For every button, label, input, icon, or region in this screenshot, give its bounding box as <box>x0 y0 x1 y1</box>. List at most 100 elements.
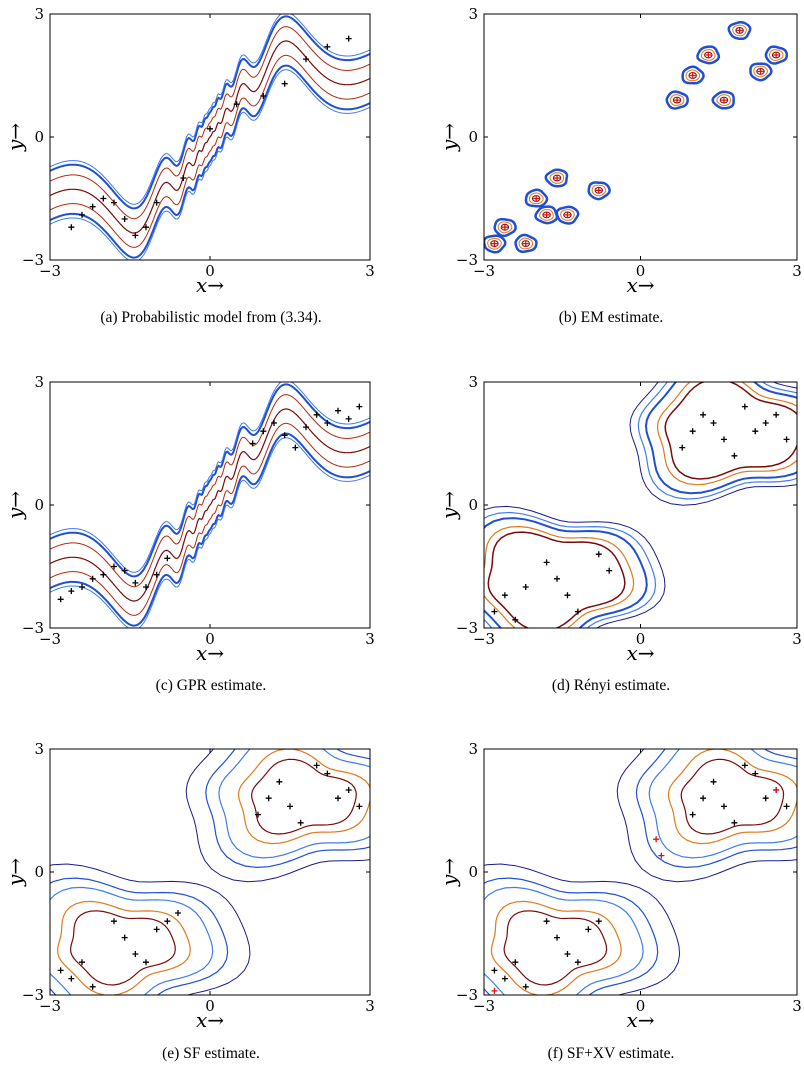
sample-point <box>100 571 107 578</box>
contour-ring <box>719 96 729 104</box>
sample-point <box>773 411 780 418</box>
y-tick-label: 0 <box>468 863 478 881</box>
contour-line <box>50 14 370 205</box>
contour-line <box>656 382 797 486</box>
contour-line <box>218 749 370 859</box>
sample-point <box>574 608 581 615</box>
x-tick-label: 0 <box>636 630 646 648</box>
sample-point <box>111 563 117 570</box>
center-point <box>773 52 780 58</box>
sample-point <box>89 203 96 210</box>
y-tick-label: −3 <box>22 986 44 1004</box>
sample-point-red <box>658 852 665 859</box>
sample-point <box>143 959 149 966</box>
contour-ring <box>727 21 752 41</box>
sample-point <box>689 428 696 435</box>
contour-line <box>50 26 370 220</box>
axes-frame <box>49 748 371 996</box>
sample-point <box>79 211 85 218</box>
caption-a: (a) Probabilistic model from (3.34). <box>100 309 322 326</box>
x-tick-label: 0 <box>205 997 215 1015</box>
contour-ring <box>749 62 773 82</box>
sample-point <box>543 559 550 566</box>
contour-ring <box>685 69 701 82</box>
contour-line <box>50 877 229 995</box>
sample-point <box>57 596 64 603</box>
contour-ring <box>732 24 747 37</box>
contour-line <box>680 758 785 835</box>
x-tick-label: −3 <box>473 262 495 280</box>
sample-point <box>276 778 283 785</box>
center-point <box>720 97 727 104</box>
contour-line <box>56 900 191 995</box>
sample-point <box>313 762 320 769</box>
sample-point <box>233 101 240 108</box>
contour-ring <box>532 195 541 202</box>
contour-line <box>50 863 251 995</box>
sample-point <box>164 555 171 562</box>
x-tick-label: 3 <box>365 630 375 648</box>
sample-point <box>783 803 790 810</box>
x-axis-label: x→ <box>196 1008 224 1032</box>
center-point <box>674 97 681 104</box>
y-tick-label: −3 <box>456 986 478 1004</box>
sample-point <box>731 452 738 459</box>
sample-point <box>303 56 309 63</box>
contour-line <box>50 432 370 627</box>
sample-point <box>356 403 363 410</box>
sample-point <box>164 918 171 925</box>
sample-point <box>121 216 128 222</box>
y-tick-label: −3 <box>22 619 44 637</box>
contour-line <box>250 758 357 835</box>
contour-ring <box>768 49 784 61</box>
sample-point <box>207 125 213 132</box>
contour-ring <box>555 205 580 225</box>
contour-ring <box>549 172 565 184</box>
sample-point <box>132 579 139 586</box>
contour-line <box>50 886 214 995</box>
sample-point <box>292 444 299 451</box>
y-axis-label: y→ <box>437 491 461 520</box>
x-tick-label: 3 <box>365 262 375 280</box>
contour-ring <box>500 223 509 231</box>
x-tick-label: 0 <box>205 262 215 280</box>
sample-point <box>720 436 727 443</box>
contour-line <box>185 749 370 883</box>
contour-line <box>484 863 681 995</box>
contour-ring <box>490 240 499 247</box>
sample-point <box>313 411 320 418</box>
contour-ring <box>735 27 744 34</box>
sample-point <box>260 93 267 99</box>
contour-ring <box>594 186 603 194</box>
sample-point <box>132 951 139 957</box>
contour-ring <box>756 68 765 75</box>
center-point <box>595 187 602 194</box>
caption-d: (d) Rényi estimate. <box>551 677 671 694</box>
sample-point <box>89 575 96 582</box>
x-tick-label: 3 <box>792 630 802 648</box>
sample-point <box>752 428 759 435</box>
contour-line <box>50 69 370 260</box>
contour-ring <box>487 237 502 250</box>
sample-point <box>143 224 149 231</box>
panel-e: −3 0 3 −3 0 3 x→ y→ <box>3 740 375 1032</box>
contour-ring <box>521 240 530 247</box>
y-tick-label: −3 <box>22 251 44 269</box>
sample-point <box>324 420 331 426</box>
sample-point <box>121 934 128 941</box>
plot-area-a <box>50 14 370 260</box>
center-point <box>736 27 743 34</box>
x-tick-label: 3 <box>365 997 375 1015</box>
sample-point <box>281 432 288 439</box>
sample-point <box>281 80 288 87</box>
contour-ring <box>539 209 554 221</box>
center-point <box>501 224 508 231</box>
sample-point <box>689 811 696 818</box>
contour-line <box>490 900 622 995</box>
contour-line <box>50 422 370 616</box>
sample-point <box>710 420 717 426</box>
sample-point <box>153 926 160 933</box>
x-axis-label: x→ <box>196 641 224 665</box>
sample-point <box>595 551 602 558</box>
contour-line <box>237 749 370 845</box>
